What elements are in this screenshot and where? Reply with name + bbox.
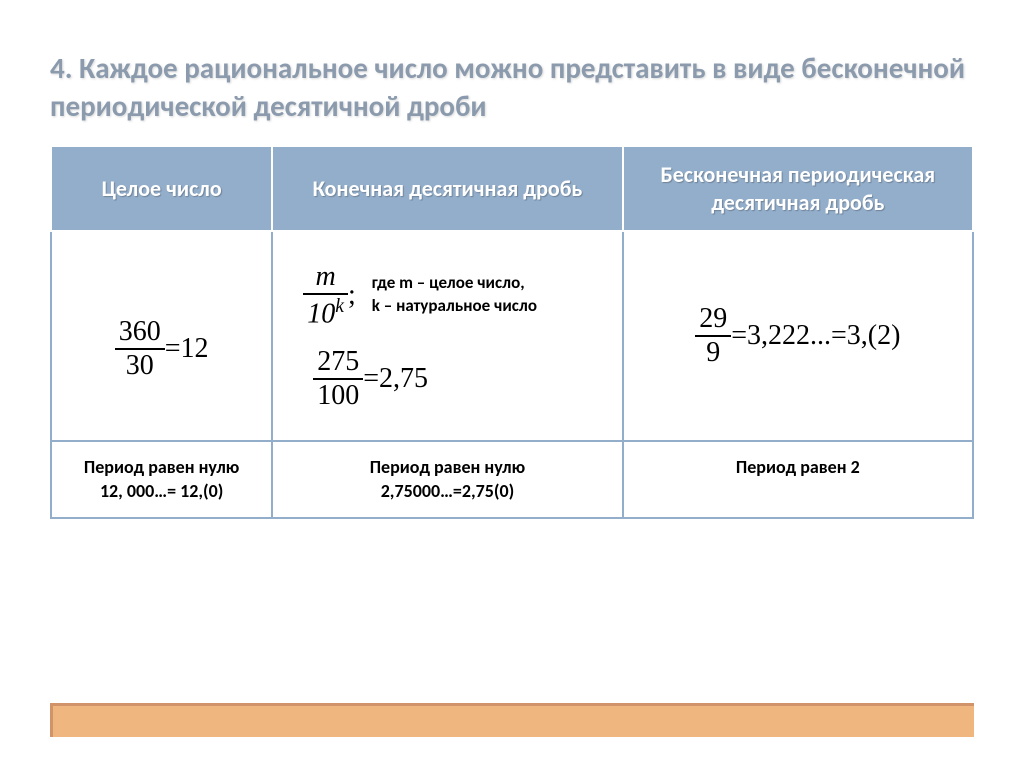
- footer-col3: Период равен 2: [623, 441, 973, 518]
- title-text: Каждое рациональное число можно представ…: [50, 50, 965, 124]
- eq-275: =2,75: [363, 363, 428, 394]
- title-number: 4.: [50, 50, 72, 86]
- footer-col2: Период равен нулю 2,75000…=2,75(0): [272, 441, 622, 518]
- header-row: Целое число Конечная десятичная дробь Бе…: [51, 146, 973, 231]
- frac-275-100: 275 100: [313, 348, 363, 410]
- eq-29-9: =3,222...=3,(2): [731, 320, 900, 351]
- footer-row: Период равен нулю 12, 000…= 12,(0) Перио…: [51, 441, 973, 518]
- cell-integer: 360 30 =12: [51, 231, 272, 441]
- header-col1: Целое число: [51, 146, 272, 231]
- accent-bar: [50, 703, 974, 737]
- header-col2: Конечная десятичная дробь: [272, 146, 622, 231]
- cell-periodic: 29 9 =3,222...=3,(2): [623, 231, 973, 441]
- main-table: Целое число Конечная десятичная дробь Бе…: [50, 145, 974, 519]
- formula-desc: где m – целое число, k – натуральное чис…: [372, 272, 537, 318]
- slide-title: 4. Каждое рациональное число можно предс…: [50, 50, 974, 125]
- frac-m-10k: m 10k: [303, 263, 348, 328]
- content-row: 360 30 =12 m 10k ; где m – целое число, …: [51, 231, 973, 441]
- eq-12: =12: [165, 333, 209, 364]
- cell-finite: m 10k ; где m – целое число, k – натурал…: [272, 231, 622, 441]
- frac-29-9: 29 9: [695, 305, 731, 367]
- formula-row: m 10k ; где m – целое число, k – натурал…: [293, 263, 609, 328]
- formula-sep: ;: [348, 279, 356, 310]
- footer-col1: Период равен нулю 12, 000…= 12,(0): [51, 441, 272, 518]
- header-col3: Бесконечная периодическая десятичная дро…: [623, 146, 973, 231]
- frac-360-30: 360 30: [115, 318, 165, 380]
